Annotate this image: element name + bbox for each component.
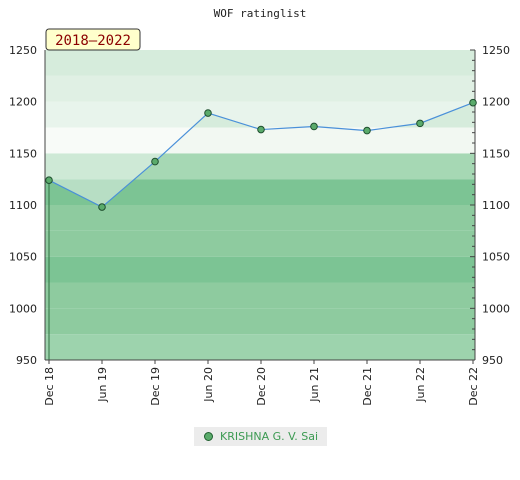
axes: 950 950 1000 1000 1050 1050 1100 1100 1150 1150 12… [9,44,510,406]
data-point [310,122,318,131]
band [45,256,475,283]
x-tick-label: Jun 21 [308,367,321,403]
x-tick-label: Dec 18 [43,367,56,406]
y-tick-label-left: 1050 [9,251,37,264]
y-tick-label-left: 1000 [9,302,37,315]
y-tick-label-right: 1100 [482,199,510,212]
period-badge-label: 2018–2022 [55,33,131,49]
band [45,50,475,76]
x-tick-label: Dec 20 [255,367,268,406]
band [45,205,475,231]
x-tick-label: Jun 20 [202,367,215,403]
x-tick-label: Dec 19 [149,367,162,406]
y-tick-label-left: 950 [16,354,37,367]
y-tick-label-left: 1150 [9,147,37,160]
band [45,230,475,257]
y-tick-label-right: 1000 [482,302,510,315]
data-point [204,109,212,117]
legend-label: KRISHNA G. V. Sai [220,430,319,443]
band [45,75,475,102]
y-tick-label-right: 1250 [482,44,510,57]
y-tick-label-right: 1150 [482,147,510,160]
y-tick-label-left: 1250 [9,44,37,57]
period-badge: 2018–2022 [45,28,141,51]
band [45,101,475,128]
band [45,153,475,180]
legend: KRISHNA G. V. Sai [194,427,328,446]
band [45,308,475,335]
x-tick-label: Dec 21 [361,367,374,406]
y-tick-label-right: 950 [482,354,503,367]
period-badge-box [45,28,141,51]
background-bands [45,50,475,360]
data-point [98,203,106,211]
data-point [469,98,477,107]
x-tick-label: Dec 22 [467,367,480,406]
legend-marker [204,432,213,441]
y-tick-label-right: 1050 [482,251,510,264]
band [45,179,475,205]
y-tick-label-left: 1200 [9,96,37,109]
data-points [45,98,477,211]
data-point [363,126,371,135]
band [45,282,475,309]
data-point [257,125,265,134]
chart-title: WOF ratinglist [214,7,307,20]
x-tick-label: Jun 19 [96,367,109,403]
band [45,334,475,360]
data-point [151,157,159,166]
data-point [416,119,424,128]
y-tick-label-left: 1100 [9,199,37,212]
y-tick-label-right: 1200 [482,96,510,109]
data-point [45,176,53,184]
x-tick-label: Jun 22 [414,367,427,403]
